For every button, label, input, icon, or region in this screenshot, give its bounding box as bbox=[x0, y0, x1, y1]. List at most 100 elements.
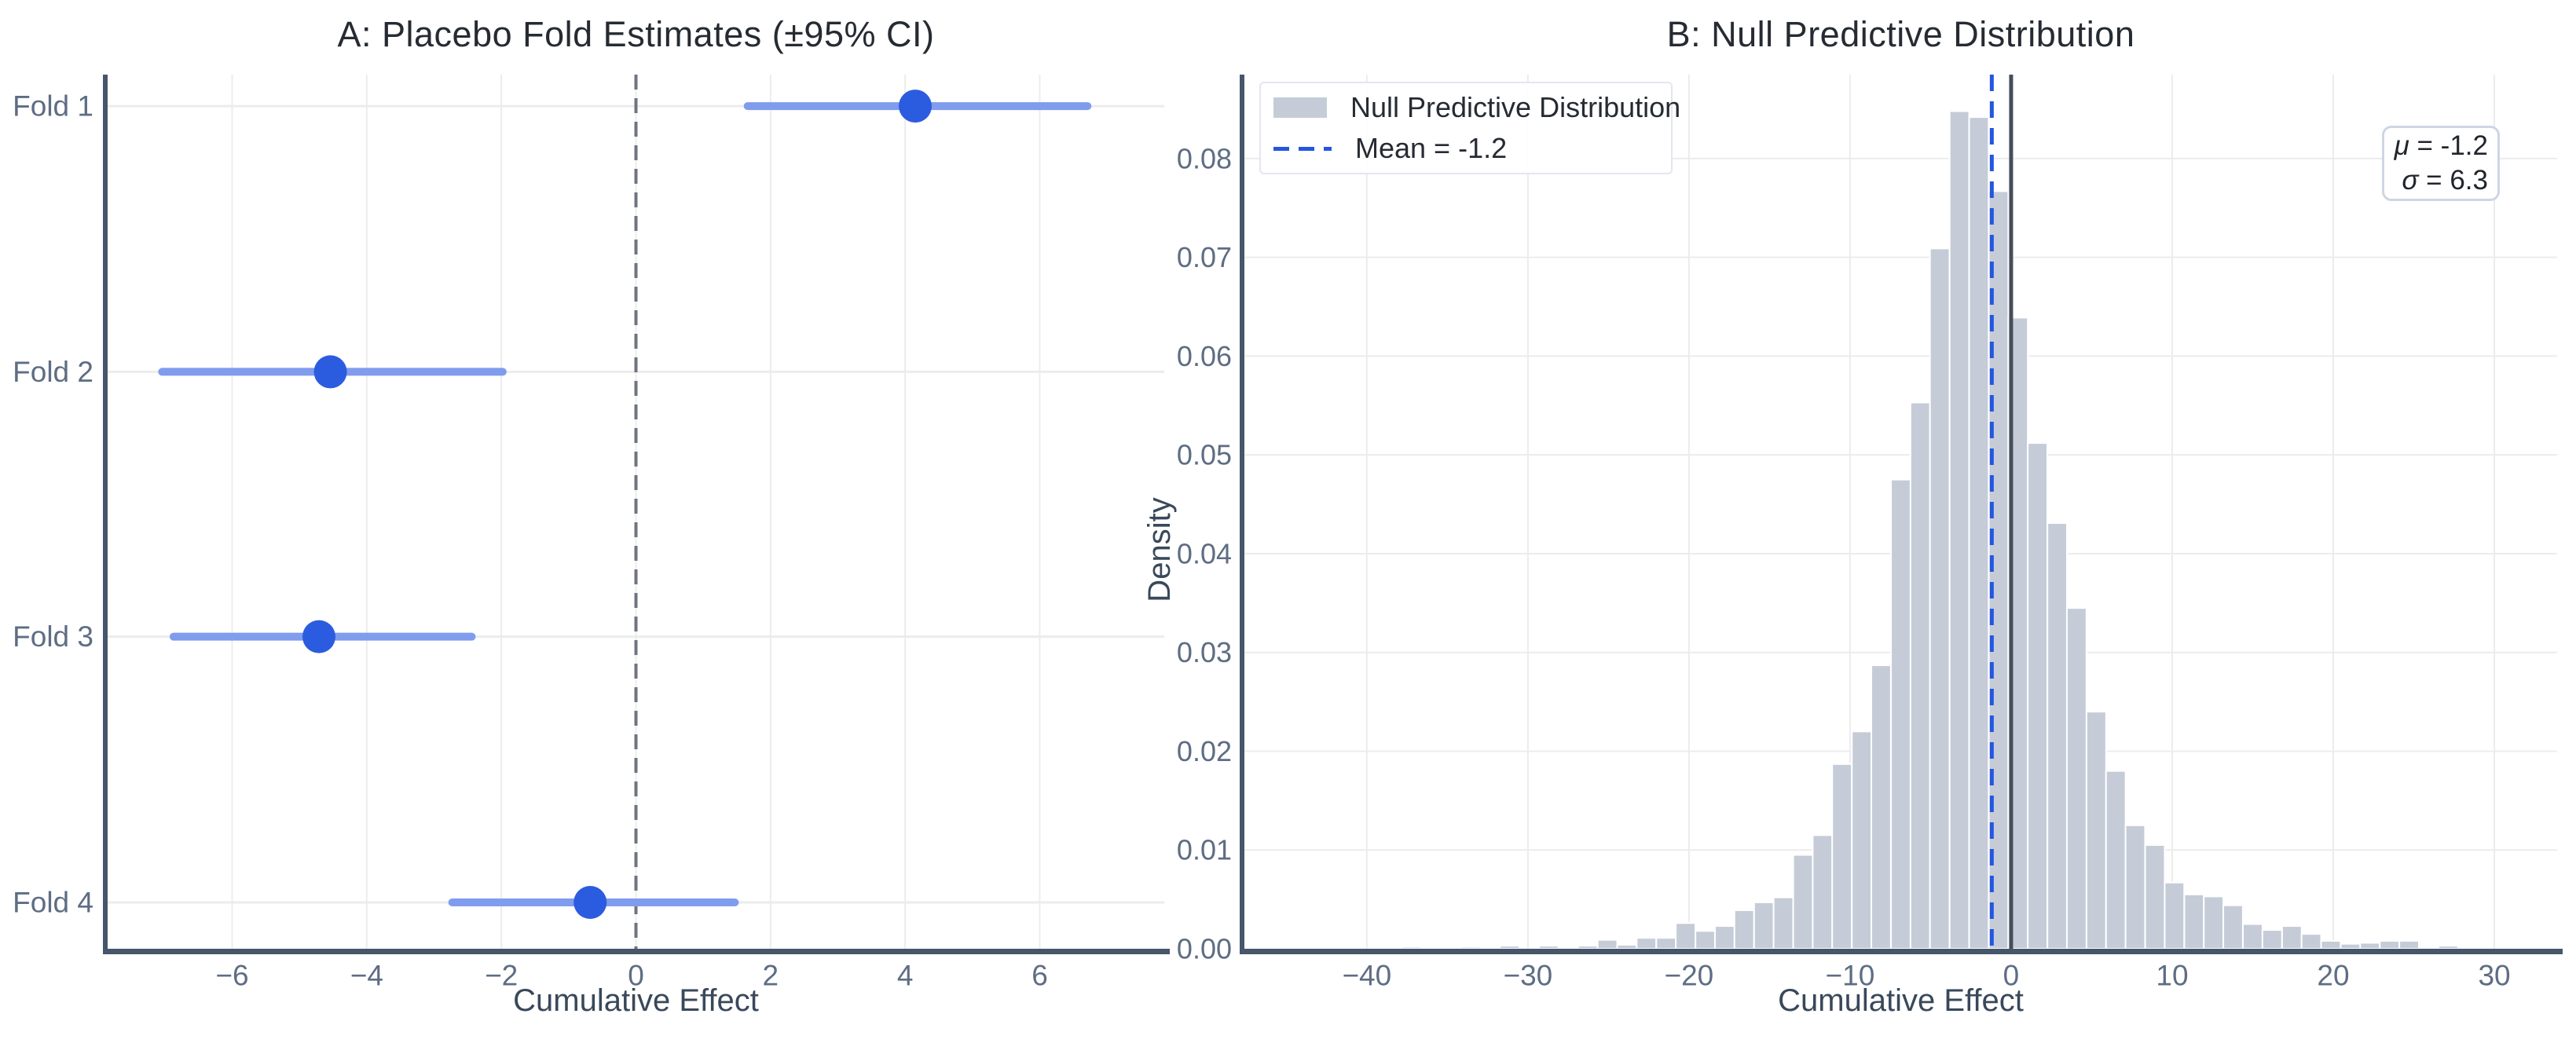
histogram-bar bbox=[1968, 116, 1990, 950]
dashed-line-swatch-icon bbox=[1273, 146, 1332, 151]
y-tick-label: 0.03 bbox=[1177, 636, 1232, 668]
y-tick-label: 0.05 bbox=[1177, 439, 1232, 471]
histogram-bar bbox=[2183, 893, 2205, 950]
histogram-bar bbox=[2124, 824, 2146, 950]
histogram-bar bbox=[2164, 881, 2186, 950]
histogram-bar bbox=[2047, 522, 2068, 950]
legend: Null Predictive Distribution Mean = -1.2 bbox=[1259, 82, 1680, 174]
histogram-bar bbox=[2242, 923, 2263, 950]
estimate-point bbox=[302, 620, 335, 653]
histogram-bar bbox=[1772, 896, 1794, 950]
annotation-line-sigma: σ = 6.3 bbox=[2402, 165, 2488, 196]
histogram-bar bbox=[1929, 247, 1951, 950]
y-tick-label: 0.08 bbox=[1177, 142, 1232, 174]
histogram-bar bbox=[2320, 939, 2342, 950]
histogram-bar bbox=[2398, 939, 2420, 950]
histogram-bar bbox=[1655, 937, 1677, 950]
histogram-bar bbox=[2222, 904, 2244, 950]
histogram-bar bbox=[1851, 730, 1873, 950]
bottom-spine bbox=[103, 949, 1170, 954]
y-tick-label: 0.01 bbox=[1177, 834, 1232, 866]
x-tick-label: −20 bbox=[1665, 960, 1714, 992]
fold-label: Fold 2 bbox=[13, 356, 93, 388]
fold-label: Fold 1 bbox=[13, 90, 93, 123]
x-tick-label: 2 bbox=[763, 960, 779, 992]
histogram-bar bbox=[1713, 925, 1735, 950]
x-tick-label: 4 bbox=[897, 960, 914, 992]
panel-a-x-axis-label: Cumulative Effect bbox=[513, 983, 759, 1018]
panel-b-title: B: Null Predictive Distribution bbox=[1666, 14, 2135, 54]
y-tick-label: 0.06 bbox=[1177, 340, 1232, 372]
histogram-bar bbox=[1890, 478, 1911, 950]
left-spine bbox=[103, 75, 108, 954]
histogram-bar bbox=[1753, 901, 1775, 950]
histogram-bar bbox=[1636, 937, 1658, 950]
histogram-bar bbox=[1812, 834, 1834, 950]
x-tick-label: 0 bbox=[2003, 960, 2020, 992]
histogram-bar bbox=[2144, 844, 2166, 950]
x-tick-label: −10 bbox=[1826, 960, 1875, 992]
x-tick-label: −30 bbox=[1503, 960, 1552, 992]
estimate-point bbox=[313, 355, 347, 389]
x-tick-label: 6 bbox=[1031, 960, 1048, 992]
histogram-bar bbox=[2379, 939, 2401, 950]
histogram-bar bbox=[1401, 946, 1423, 950]
fold-label: Fold 3 bbox=[13, 620, 93, 653]
histogram-bar bbox=[1577, 945, 1599, 950]
x-tick-label: 20 bbox=[2317, 960, 2349, 992]
x-tick-label: −4 bbox=[350, 960, 383, 992]
histogram-bar bbox=[1675, 922, 1697, 950]
histogram-bar bbox=[1948, 110, 1970, 950]
histogram-bar bbox=[1460, 946, 1482, 950]
estimate-point bbox=[573, 886, 607, 920]
histogram-bar bbox=[1616, 943, 1638, 950]
y-tick-label: 0.00 bbox=[1177, 933, 1232, 965]
histogram-bar bbox=[1695, 930, 1717, 950]
histogram-bar bbox=[1871, 664, 1892, 950]
histogram-bar bbox=[2359, 942, 2381, 950]
histogram-bar bbox=[1733, 909, 1755, 950]
fold-label: Fold 4 bbox=[13, 887, 93, 919]
histogram-bar bbox=[1537, 945, 1559, 950]
histogram-bar bbox=[2261, 929, 2283, 950]
x-tick-label: 0 bbox=[628, 960, 644, 992]
histogram-bar bbox=[2085, 711, 2107, 950]
histogram-bar bbox=[2281, 925, 2303, 950]
legend-label: Mean = -1.2 bbox=[1355, 132, 1508, 165]
histogram-swatch-icon bbox=[1273, 97, 1327, 118]
histogram-bar bbox=[2065, 607, 2087, 950]
legend-item-mean-line: Mean = -1.2 bbox=[1273, 131, 1671, 166]
x-tick-label: 30 bbox=[2478, 960, 2510, 992]
histogram-bar bbox=[2105, 770, 2127, 950]
annotation-line-mu: μ = -1.2 bbox=[2394, 130, 2488, 161]
legend-label: Null Predictive Distribution bbox=[1350, 90, 1681, 123]
histogram-bar bbox=[2300, 933, 2322, 950]
x-tick-label: −6 bbox=[215, 960, 248, 992]
x-tick-label: −40 bbox=[1342, 960, 1391, 992]
histogram-bar bbox=[2437, 945, 2459, 950]
panel-b-x-axis-label: Cumulative Effect bbox=[1778, 983, 2024, 1018]
histogram-bar bbox=[1596, 939, 1618, 950]
bottom-spine bbox=[1240, 949, 2563, 954]
histogram-bar bbox=[1909, 401, 1931, 950]
stats-annotation-box: μ = -1.2 σ = 6.3 bbox=[2382, 126, 2500, 201]
histogram-bar bbox=[1499, 945, 1521, 950]
y-tick-label: 0.04 bbox=[1177, 537, 1232, 569]
histogram-bar bbox=[2203, 895, 2225, 950]
y-tick-label: 0.07 bbox=[1177, 241, 1232, 273]
panel-b-histogram: −40 −30 −20 −10 0 10 20 30 0.00 0.01 0.02 0.03 0.04 0… bbox=[1177, 75, 2563, 992]
x-tick-label: 10 bbox=[2156, 960, 2188, 992]
legend-item-null-distribution: Null Predictive Distribution bbox=[1273, 90, 1680, 125]
x-tick-label: −2 bbox=[485, 960, 518, 992]
panel-a-forest-plot: −6 −4 −2 0 2 4 6 Fold 1 Fold 2 Fold 3 Fold 4 bbox=[13, 75, 1170, 992]
panel-a-title: A: Placebo Fold Estimates (±95% CI) bbox=[337, 14, 935, 54]
y-tick-label: 0.02 bbox=[1177, 735, 1232, 767]
left-spine bbox=[1240, 75, 1244, 954]
histogram-bar bbox=[1792, 854, 1814, 950]
histogram-bar bbox=[1831, 763, 1853, 950]
estimate-point bbox=[899, 90, 933, 123]
histogram-bar bbox=[2340, 942, 2362, 950]
histogram-bar bbox=[2027, 442, 2049, 950]
